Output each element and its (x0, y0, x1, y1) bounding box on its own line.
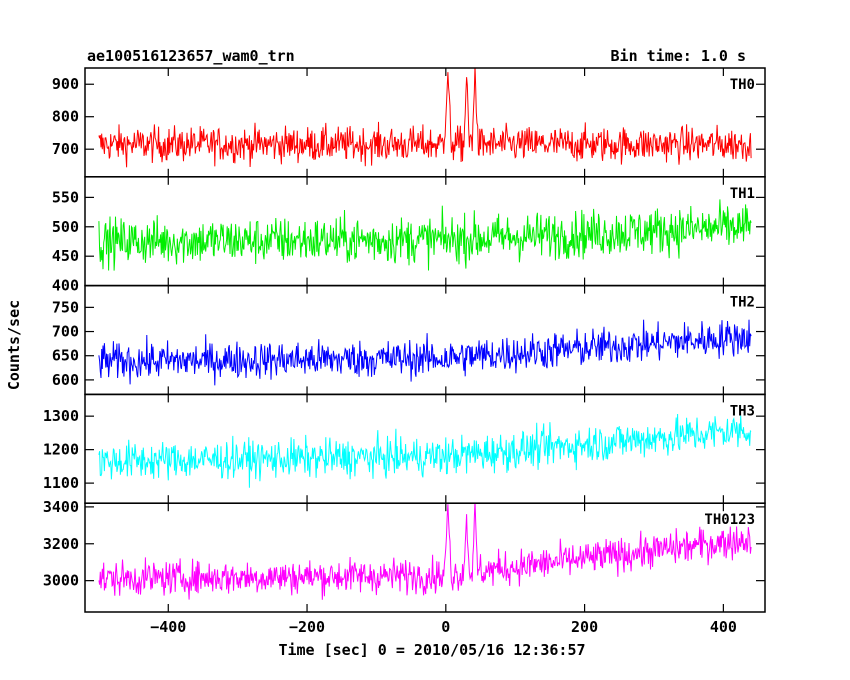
x-tick-label: −200 (289, 618, 325, 636)
panel-label-th3: TH3 (730, 403, 755, 419)
y-tick-label: 750 (52, 298, 79, 316)
y-tick-label: 1100 (43, 474, 79, 492)
y-tick-label: 600 (52, 371, 79, 389)
panel-frame (84, 284, 766, 396)
panel-label-th0123: TH0123 (704, 512, 755, 528)
y-axis-label: Counts/sec (5, 300, 23, 390)
y-tick-label: 3200 (43, 535, 79, 553)
x-tick-label: 200 (571, 618, 598, 636)
x-tick-label: −400 (150, 618, 186, 636)
series-th0 (98, 68, 752, 168)
x-axis: −400 −200 0 200 400 (150, 618, 737, 636)
panel-frame (84, 502, 766, 613)
series-th1 (98, 199, 752, 271)
y-tick-label: 400 (52, 277, 79, 295)
bin-time-label: Bin time: 1.0 s (611, 47, 746, 65)
y-tick-label: 550 (52, 188, 79, 206)
panel-th1: 400 450 500 550 TH1 (52, 176, 766, 295)
y-tick-label: 1200 (43, 441, 79, 459)
y-tick-label: 700 (52, 323, 79, 341)
panel-th2: 600 650 700 750 TH2 (52, 284, 766, 396)
panel-label-th2: TH2 (730, 295, 755, 311)
y-tick-label: 3000 (43, 572, 79, 590)
panel-frame (84, 67, 766, 178)
panel-frame (84, 393, 766, 504)
y-tick-label: 900 (52, 75, 79, 93)
y-tick-label: 1300 (43, 407, 79, 425)
y-tick-label: 650 (52, 347, 79, 365)
panel-label-th0: TH0 (730, 77, 755, 93)
y-tick-label: 700 (52, 140, 79, 158)
x-tick-label: 0 (441, 618, 450, 636)
panel-th0123: 3000 3200 3400 TH0123 (43, 498, 766, 613)
y-tick-label: 800 (52, 108, 79, 126)
series-th2 (98, 319, 752, 386)
y-tick-label: 500 (52, 218, 79, 236)
y-tick-label: 450 (52, 247, 79, 265)
series-th0123 (98, 503, 752, 600)
panel-label-th1: TH1 (730, 186, 755, 202)
y-tick-label: 3400 (43, 498, 79, 516)
x-tick-label: 400 (710, 618, 737, 636)
x-axis-label: Time [sec] 0 = 2010/05/16 12:36:57 (278, 641, 585, 659)
panel-th0: 700 800 900 TH0 (52, 67, 766, 178)
panels: 700 800 900 TH0 400 450 500 550 TH1 600 650 700 750 T… (43, 67, 766, 613)
chart-title: ae100516123657_wam0_trn (87, 47, 295, 65)
series-th3 (98, 413, 752, 488)
panel-th3: 1100 1200 1300 TH3 (43, 393, 766, 504)
